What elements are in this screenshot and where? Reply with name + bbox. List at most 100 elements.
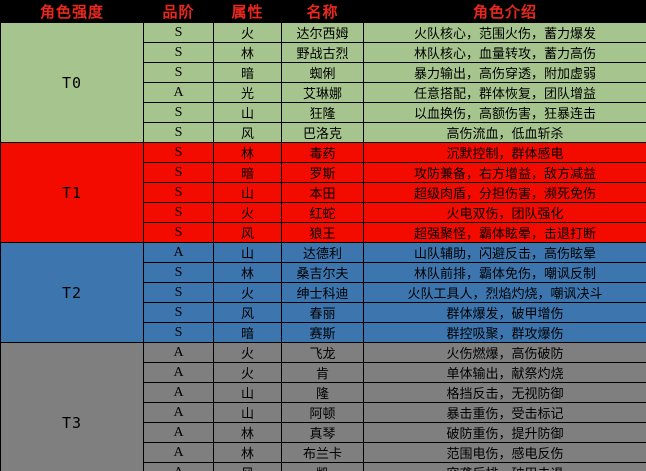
attribute-cell: 光 (213, 82, 282, 103)
attribute-cell: 山 (213, 102, 282, 123)
column-header-name: 名称 (281, 0, 364, 23)
grade-cell: S (143, 142, 214, 163)
description-cell: 林队前排，霸体免伤，嘲讽反制 (363, 262, 646, 283)
description-cell: 单体输出，献祭灼烧 (363, 362, 646, 383)
description-cell: 范围电伤，感电反伤 (363, 442, 646, 463)
name-cell: 毒药 (281, 142, 364, 163)
table-row: T0 S 火 达尔西姆 火队核心，范围火伤，蓄力爆发 (0, 22, 646, 143)
tier-section-t3: T3 A 火 飞龙 火伤燃爆，高伤破防 A 火 肯 单体输出，献祭灼烧 A 山 … (0, 342, 646, 471)
grade-cell: S (143, 102, 214, 123)
grade-cell: S (143, 122, 214, 143)
column-header-description: 角色介绍 (363, 0, 646, 23)
description-cell: 林队核心，血量转攻，蓄力高伤 (363, 42, 646, 63)
name-cell: 艾琳娜 (281, 82, 364, 103)
description-cell: 群体爆发，破甲增伤 (363, 302, 646, 323)
grade-cell: A (143, 442, 214, 463)
grade-cell: S (143, 222, 214, 243)
table-row: S 风 春丽 群体爆发，破甲增伤 (1, 302, 646, 323)
tier-section-t1: T1 S 林 毒药 沉默控制，群体感电 S 暗 罗斯 攻防兼备，右方增益，敌方减… (0, 142, 646, 243)
tier-section-t0: T0 S 火 达尔西姆 火队核心，范围火伤，蓄力爆发 S 林 野战古烈 林队核心… (0, 22, 646, 143)
attribute-cell: 风 (213, 302, 282, 323)
description-cell: 火队核心，范围火伤，蓄力爆发 (363, 22, 646, 43)
name-cell: 春丽 (281, 302, 364, 323)
table-row: A 林 真琴 破防重伤，提升防御 (1, 422, 646, 443)
grade-cell: A (143, 342, 214, 363)
name-cell: 红蛇 (281, 202, 364, 223)
attribute-cell: 火 (213, 342, 282, 363)
name-cell: 桑吉尔夫 (281, 262, 364, 283)
tier-label: T2 (0, 242, 144, 343)
grade-cell: S (143, 262, 214, 283)
column-header-attribute: 属性 (213, 0, 282, 23)
grade-cell: A (143, 82, 214, 103)
attribute-cell: 火 (213, 282, 282, 303)
grade-cell: A (143, 422, 214, 443)
name-cell: 绅士科迪 (281, 282, 364, 303)
attribute-cell: 林 (213, 42, 282, 63)
table-row: S 火 红蛇 火电双伤，团队强化 (1, 202, 646, 223)
grade-cell: A (143, 462, 214, 471)
description-cell: 超强聚怪，霸体眩晕，击退打断 (363, 222, 646, 243)
description-cell: 暴力输出，高伤穿透，附加虚弱 (363, 62, 646, 83)
attribute-cell: 风 (213, 222, 282, 243)
description-cell: 火队工具人，烈焰灼烧，嘲讽决斗 (363, 282, 646, 303)
grade-cell: S (143, 22, 214, 43)
grade-cell: S (143, 282, 214, 303)
grade-cell: A (143, 382, 214, 403)
attribute-cell: 林 (213, 442, 282, 463)
grade-cell: S (143, 42, 214, 63)
description-cell: 格挡反击，无视防御 (363, 382, 646, 403)
name-cell: 达德利 (281, 242, 364, 263)
description-cell: 暴击重伤，受击标记 (363, 402, 646, 423)
table-row: S 暗 罗斯 攻防兼备，右方增益，敌方减益 (1, 162, 646, 183)
name-cell: 肯 (281, 362, 364, 383)
attribute-cell: 暗 (213, 322, 282, 343)
description-cell: 突袭后排，破甲击退 (363, 462, 646, 471)
attribute-cell: 林 (213, 142, 282, 163)
attribute-cell: 火 (213, 362, 282, 383)
name-cell: 赛斯 (281, 322, 364, 343)
attribute-cell: 山 (213, 382, 282, 403)
table-row: T1 S 林 毒药 沉默控制，群体感电 (0, 142, 646, 243)
grade-cell: S (143, 322, 214, 343)
name-cell: 本田 (281, 182, 364, 203)
grade-cell: A (143, 242, 214, 263)
attribute-cell: 山 (213, 182, 282, 203)
attribute-cell: 火 (213, 22, 282, 43)
attribute-cell: 林 (213, 262, 282, 283)
name-cell: 野战古烈 (281, 42, 364, 63)
grade-cell: S (143, 302, 214, 323)
description-cell: 攻防兼备，右方增益，敌方减益 (363, 162, 646, 183)
table-row: S 林 桑吉尔夫 林队前排，霸体免伤，嘲讽反制 (1, 262, 646, 283)
table-row: S 山 狂隆 以血换伤，高额伤害，狂暴连击 (1, 102, 646, 123)
name-cell: 布兰卡 (281, 442, 364, 463)
name-cell: 罗斯 (281, 162, 364, 183)
description-cell: 火伤燃爆，高伤破防 (363, 342, 646, 363)
name-cell: 巴洛克 (281, 122, 364, 143)
name-cell: 隆 (281, 382, 364, 403)
table-row: S 暗 蜘俐 暴力输出，高伤穿透，附加虚弱 (1, 62, 646, 83)
name-cell: 真琴 (281, 422, 364, 443)
description-cell: 群控吸聚，群攻爆伤 (363, 322, 646, 343)
attribute-cell: 风 (213, 462, 282, 471)
table-row: S 山 本田 超级肉盾，分担伤害，濒死免伤 (1, 182, 646, 203)
grade-cell: S (143, 182, 214, 203)
table-header: 角色强度 品阶 属性 名称 角色介绍 (0, 0, 646, 23)
table-row: S 风 狼王 超强聚怪，霸体眩晕，击退打断 (1, 222, 646, 243)
column-header-strength: 角色强度 (0, 0, 144, 23)
grade-cell: A (143, 362, 214, 383)
tier-label: T0 (0, 22, 144, 143)
table-row: A 风 凯 突袭后排，破甲击退 (1, 462, 646, 471)
name-cell: 达尔西姆 (281, 22, 364, 43)
description-cell: 火电双伤，团队强化 (363, 202, 646, 223)
grade-cell: A (143, 402, 214, 423)
column-header-grade: 品阶 (143, 0, 214, 23)
name-cell: 狼王 (281, 222, 364, 243)
description-cell: 以血换伤，高额伤害，狂暴连击 (363, 102, 646, 123)
description-cell: 破防重伤，提升防御 (363, 422, 646, 443)
tier-section-t2: T2 A 山 达德利 山队辅助，闪避反击，高伤眩晕 S 林 桑吉尔夫 林队前排，… (0, 242, 646, 343)
tier-label: T1 (0, 142, 144, 243)
table-row: A 林 布兰卡 范围电伤，感电反伤 (1, 442, 646, 463)
description-cell: 沉默控制，群体感电 (363, 142, 646, 163)
